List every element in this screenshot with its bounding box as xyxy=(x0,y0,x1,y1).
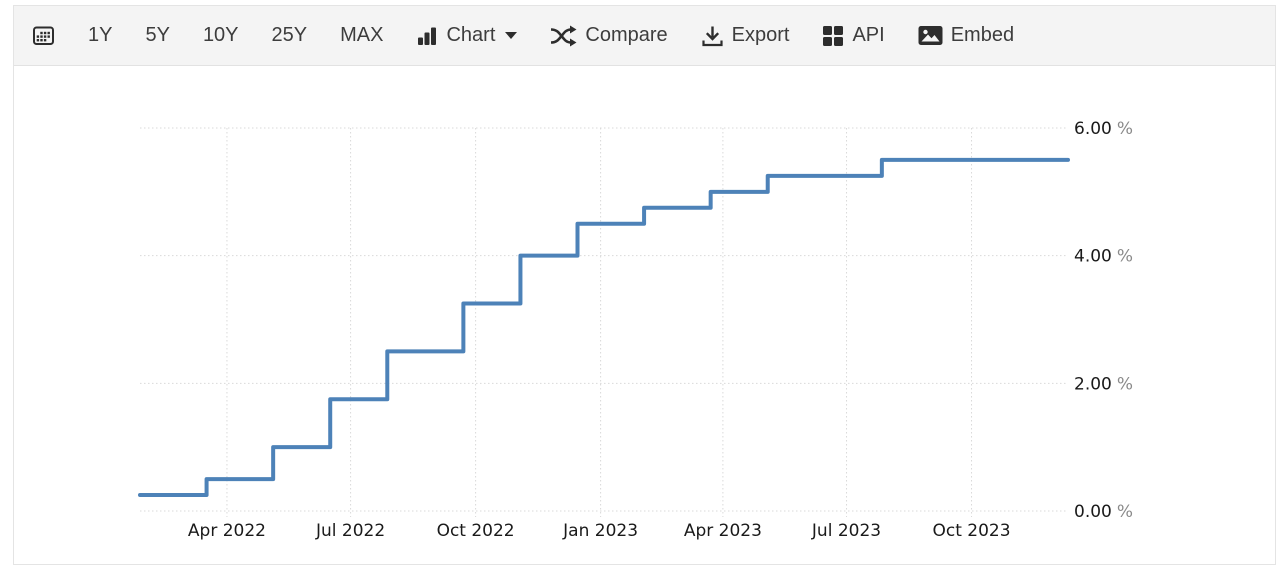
chart-type-menu[interactable]: Chart xyxy=(416,24,518,47)
shuffle-icon xyxy=(551,25,577,46)
embed-button[interactable]: Embed xyxy=(918,24,1014,47)
y-tick-label: 4.00% xyxy=(1074,247,1133,267)
calendar-button[interactable] xyxy=(32,24,55,47)
x-tick-label: Jul 2022 xyxy=(315,521,385,541)
range-button-25y[interactable]: 25Y xyxy=(271,24,308,46)
bar-chart-icon xyxy=(418,27,437,45)
embed-label: Embed xyxy=(950,24,1015,46)
chevron-down-icon xyxy=(505,31,518,39)
chart-card: 1Y 5Y 10Y 25Y MAX Chart Compare xyxy=(13,5,1276,565)
calendar-icon xyxy=(33,26,54,45)
grid-squares-icon xyxy=(823,25,844,46)
y-tick-label: 6.00% xyxy=(1074,119,1133,139)
chart-toolbar: 1Y 5Y 10Y 25Y MAX Chart Compare xyxy=(14,6,1275,66)
export-button[interactable]: Export xyxy=(701,24,790,47)
x-tick-label: Oct 2022 xyxy=(437,521,515,541)
compare-label: Compare xyxy=(585,24,668,46)
step-line-chart[interactable]: 0.00 % 2.00 % 4.00 % 6.00 % Apr 2022 Jul 2022 Oct … xyxy=(14,66,1275,554)
range-button-1y[interactable]: 1Y xyxy=(88,24,113,46)
chart-menu-label: Chart xyxy=(446,24,496,46)
range-button-5y[interactable]: 5Y xyxy=(145,24,170,46)
rate-step-line[interactable] xyxy=(138,157,1070,498)
api-label: API xyxy=(852,24,885,46)
x-tick-label: Apr 2022 xyxy=(188,521,266,541)
image-icon xyxy=(918,26,943,45)
chart-area[interactable]: 0.00% 2.00% 4.00% 6.00% Apr 2022 Jul 2022 Oct … xyxy=(14,66,1275,554)
x-tick-label: Oct 2023 xyxy=(933,521,1011,541)
x-tick-label: Jan 2023 xyxy=(562,521,638,541)
download-icon xyxy=(702,26,723,46)
range-button-10y[interactable]: 10Y xyxy=(202,24,239,46)
compare-button[interactable]: Compare xyxy=(550,24,668,47)
y-tick-label: 2.00% xyxy=(1074,374,1133,394)
range-button-max[interactable]: MAX xyxy=(340,24,384,46)
x-tick-label: Jul 2023 xyxy=(811,521,881,541)
y-tick-label: 0.00% xyxy=(1074,502,1133,522)
export-label: Export xyxy=(731,24,790,46)
api-button[interactable]: API xyxy=(822,24,885,47)
x-tick-label: Apr 2023 xyxy=(684,521,762,541)
